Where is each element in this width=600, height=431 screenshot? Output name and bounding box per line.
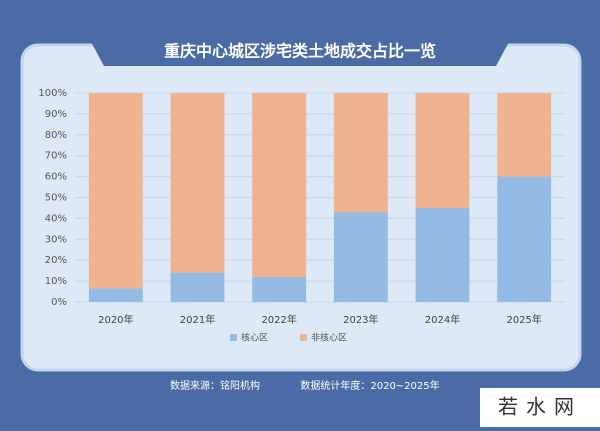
- legend-label: 非核心区: [311, 332, 347, 344]
- x-tick-label: 2024年: [425, 313, 460, 326]
- period: 数据统计年度：2020~2025年: [300, 379, 439, 392]
- legend-swatch: [300, 334, 307, 341]
- legend-label: 核心区: [241, 332, 268, 344]
- bar-segment: [333, 93, 388, 213]
- chart-title: 重庆中心城区涉宅类土地成交占比一览: [164, 42, 436, 61]
- title-band: [90, 40, 510, 66]
- y-tick-label: 0%: [51, 297, 67, 308]
- x-tick-label: 2023年: [343, 313, 378, 326]
- y-tick-label: 40%: [45, 213, 67, 224]
- y-tick-label: 60%: [45, 172, 67, 183]
- y-tick-label: 20%: [45, 255, 67, 266]
- x-tick-label: 2022年: [261, 313, 296, 326]
- bar-segment: [170, 272, 225, 302]
- bar-segment: [333, 212, 388, 302]
- bar-segment: [88, 288, 143, 302]
- y-tick-label: 100%: [38, 88, 67, 99]
- watermark: 若水网: [498, 395, 582, 419]
- x-tick-label: 2021年: [180, 313, 215, 326]
- bar-segment: [497, 93, 552, 177]
- bar-segment: [415, 207, 470, 302]
- x-tick-label: 2025年: [506, 313, 541, 326]
- bar-segment: [252, 93, 307, 277]
- bar-segment: [415, 93, 470, 208]
- y-tick-label: 70%: [45, 151, 67, 162]
- bar-segment: [252, 276, 307, 302]
- y-tick-label: 10%: [45, 276, 67, 287]
- bar-segment: [88, 93, 143, 289]
- y-tick-label: 50%: [45, 193, 67, 204]
- x-tick-label: 2020年: [98, 313, 133, 326]
- legend-swatch: [230, 334, 237, 341]
- y-tick-label: 30%: [45, 234, 67, 245]
- bar-segment: [497, 176, 552, 302]
- watermark-box: [480, 388, 600, 427]
- source: 数据来源：铭阳机构: [170, 379, 260, 392]
- y-tick-label: 80%: [45, 130, 67, 141]
- y-tick-label: 90%: [45, 109, 67, 120]
- bar-segment: [170, 93, 225, 273]
